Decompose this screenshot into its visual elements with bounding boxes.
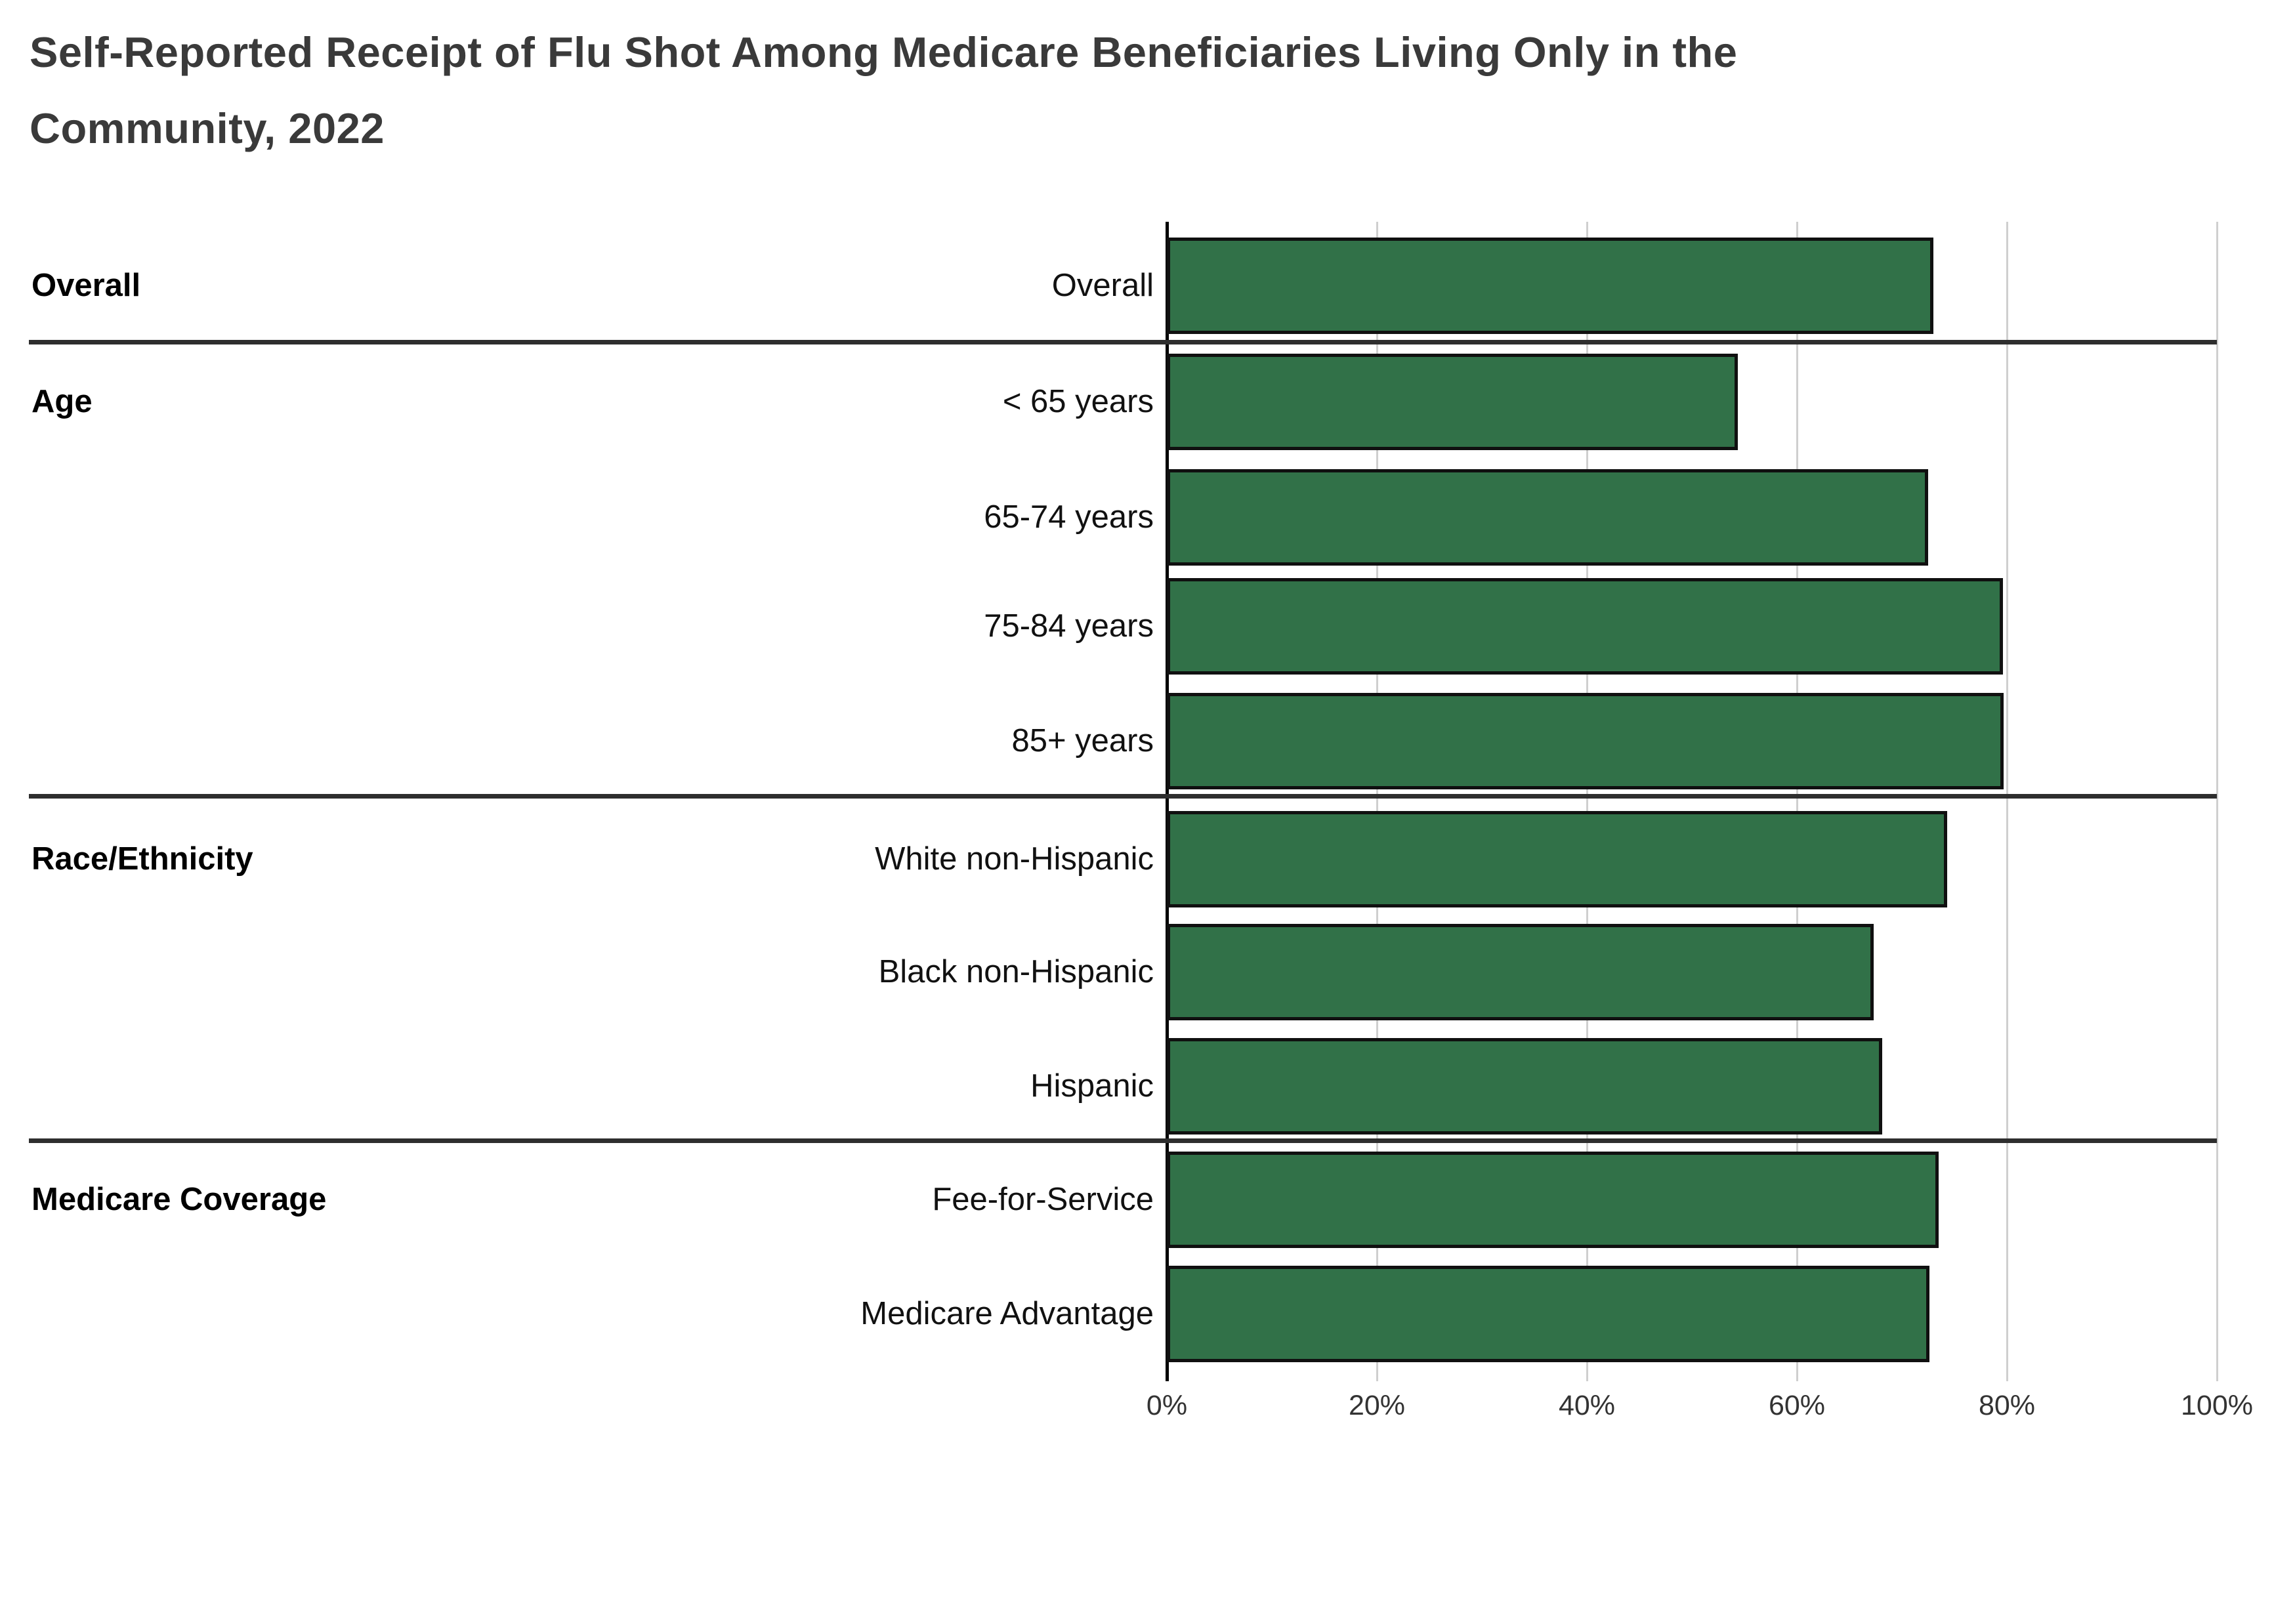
bar-fee-for-service [1167,1152,1939,1248]
bar-hispanic [1167,1038,1882,1135]
category-label-75-84-years: 75-84 years [984,608,1154,644]
x-tick-label-80pct: 80% [1978,1390,2036,1421]
category-label-85-years: 85+ years [1011,723,1154,759]
group-divider-3 [29,1138,2217,1143]
bar-black-non-hispanic [1167,924,1874,1020]
bar-75-84-years [1167,578,2003,675]
category-label-white-non-hispanic: White non-Hispanic [875,841,1154,877]
bar-65-74-years [1167,469,1928,566]
bar-65-years [1167,354,1738,450]
x-tick-label-0pct: 0% [1146,1390,1188,1421]
group-label-overall: Overall [32,268,141,303]
gridline-60pct [1796,222,1798,1381]
bar-85-years [1167,693,2004,789]
gridline-40pct [1586,222,1588,1381]
x-tick-label-60pct: 60% [1768,1390,1826,1421]
group-divider-2 [29,794,2217,799]
category-label-fee-for-service: Fee-for-Service [932,1182,1154,1217]
x-tick-label-100pct: 100% [2181,1390,2253,1421]
bar-medicare-advantage [1167,1266,1929,1362]
gridline-80pct [2006,222,2008,1381]
bar-overall [1167,238,1933,334]
chart-title-line-1: Self-Reported Receipt of Flu Shot Among … [30,28,1738,76]
group-label-age: Age [32,384,93,419]
category-label-65-74-years: 65-74 years [984,499,1154,535]
chart-title-line-2: Community, 2022 [30,104,385,152]
group-label-medicare-coverage: Medicare Coverage [32,1182,327,1217]
bar-white-non-hispanic [1167,811,1947,907]
category-label-black-non-hispanic: Black non-Hispanic [878,954,1154,989]
category-label-medicare-advantage: Medicare Advantage [860,1296,1154,1331]
y-axis-line [1166,222,1169,1381]
gridline-100pct [2216,222,2218,1381]
category-label-overall: Overall [1051,268,1154,303]
category-label-65-years: < 65 years [1002,384,1154,419]
group-divider-1 [29,340,2217,344]
category-label-hispanic: Hispanic [1030,1068,1154,1104]
group-label-race-ethnicity: Race/Ethnicity [32,841,253,877]
gridline-20pct [1376,222,1378,1381]
x-tick-label-20pct: 20% [1348,1390,1406,1421]
x-tick-label-40pct: 40% [1558,1390,1616,1421]
